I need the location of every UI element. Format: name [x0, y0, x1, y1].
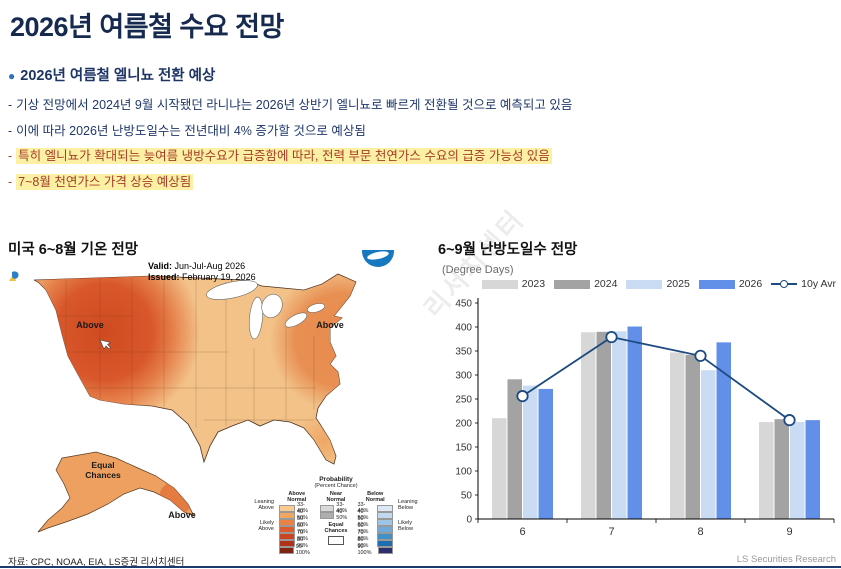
valid-label: Valid: — [148, 261, 173, 271]
bar-2024-6 — [507, 379, 522, 519]
bar-2025-8 — [701, 370, 716, 519]
bottom-rule — [0, 566, 841, 568]
map-cursor-icon — [99, 339, 112, 350]
bullet-dot-icon: ● — [8, 69, 16, 83]
svg-text:8: 8 — [697, 526, 703, 538]
chart-legend: 2023 2024 2025 2026 10y Avr — [481, 278, 836, 290]
map-label-equal-chances: Equal Chances — [85, 460, 121, 480]
bar-2023-8 — [670, 352, 685, 519]
map-panel-title: 미국 6~8월 기온 전망 — [8, 242, 139, 258]
issued-label: Issued: — [148, 272, 180, 282]
summary-section: ● 2026년 여름철 엘니뇨 전환 예상 - 기상 전망에서 2024년 9월 시… — [8, 64, 828, 195]
bar-2024-9 — [774, 419, 789, 519]
conus-region — [33, 273, 357, 465]
valid-value: Jun-Jul-Aug 2026 — [174, 261, 246, 271]
chart-panel-title: 6~9월 난방도일수 전망 — [438, 242, 578, 258]
us-map-svg — [33, 273, 357, 533]
legend-item-10y-avr: 10y Avr — [771, 278, 836, 290]
state-borders — [34, 276, 316, 428]
great-lakes — [206, 280, 326, 340]
ten-year-avg-marker-6 — [516, 390, 529, 403]
bar-2024-8 — [685, 354, 700, 519]
bar-2023-6 — [492, 418, 507, 519]
footer-brand: LS Securities Research — [736, 554, 836, 565]
bar-2024-7 — [596, 331, 611, 519]
chart-unit-label: (Degree Days) — [442, 264, 514, 276]
bar-2023-7 — [581, 332, 596, 519]
legend-item-2025: 2025 — [626, 278, 690, 290]
bar-2026-8 — [716, 342, 731, 519]
legend-item-2026: 2026 — [698, 278, 762, 290]
bar-2026-7 — [627, 326, 642, 519]
bar-2026-9 — [805, 420, 820, 519]
bar-2023-9 — [759, 422, 774, 519]
svg-text:0: 0 — [466, 515, 472, 526]
bullet-line: -7~8월 천연가스 가격 상승 예상됨 — [8, 173, 194, 190]
svg-text:400: 400 — [455, 323, 472, 334]
bullet-list: - 기상 전망에서 2024년 9월 시작됐던 라니냐는 2026년 상반기 엘니… — [8, 93, 828, 195]
probability-legend: Probability (Percent Chance) Leaning Abo… — [250, 476, 422, 556]
bullet-line: - 특히 엘니뇨가 확대되는 늦여름 냉방수요가 급증함에 따라, 전력 부문 천… — [8, 148, 552, 164]
degree-days-chart: 0 50 100 150 200 250 300 350 400 450 6 7 8 9 — [455, 298, 835, 538]
svg-text:200: 200 — [455, 419, 472, 430]
svg-text:100: 100 — [455, 467, 472, 478]
svg-text:50: 50 — [461, 491, 473, 502]
svg-text:450: 450 — [455, 299, 472, 310]
source-note: 자료: CPC, NOAA, EIA, LS증권 리서치센터 — [8, 557, 185, 568]
page-title: 2026년 여름철 수요 전망 — [10, 12, 284, 42]
issued-value: February 19, 2026 — [182, 272, 256, 282]
svg-text:7: 7 — [608, 526, 614, 538]
bar-2026-6 — [538, 388, 553, 519]
svg-text:6: 6 — [519, 526, 525, 538]
noaa-logo-icon — [362, 250, 394, 267]
summary-heading-text: 2026년 여름철 엘니뇨 전환 예상 — [20, 68, 216, 84]
probability-legend-subtitle: (Percent Chance) — [314, 483, 358, 489]
map-label-above-ak: Above — [168, 510, 196, 520]
ten-year-avg-marker-9 — [783, 414, 796, 427]
map-valid-issued: Valid: Jun-Jul-Aug 2026 Issued: February… — [148, 261, 256, 283]
svg-text:9: 9 — [786, 526, 792, 538]
bar-2025-6 — [523, 385, 538, 519]
svg-text:150: 150 — [455, 443, 472, 454]
us-temperature-map: Valid: Jun-Jul-Aug 2026 Issued: February… — [4, 250, 432, 558]
map-label-above-ne: Above — [316, 320, 344, 330]
bar-2025-7 — [612, 331, 627, 519]
svg-text:250: 250 — [455, 395, 472, 406]
bullet-line: - 이에 따라 2026년 난방도일수는 전년대비 4% 증가할 것으로 예상됨 — [8, 123, 366, 138]
legend-item-2024: 2024 — [554, 278, 617, 290]
bullet-line: - 기상 전망에서 2024년 9월 시작됐던 라니냐는 2026년 상반기 엘니… — [8, 98, 573, 112]
legend-item-2023: 2023 — [481, 278, 545, 290]
svg-text:350: 350 — [455, 347, 472, 358]
probability-legend-title: Probability — [319, 476, 353, 483]
svg-text:300: 300 — [455, 371, 472, 382]
ten-year-avg-line — [522, 336, 791, 421]
summary-heading: ● 2026년 여름철 엘니뇨 전환 예상 — [8, 64, 828, 85]
map-label-above-nw: Above — [76, 320, 104, 330]
ten-year-avg-marker-7 — [605, 330, 618, 344]
ten-year-avg-marker-8 — [694, 349, 707, 362]
bar-2025-9 — [790, 422, 805, 519]
